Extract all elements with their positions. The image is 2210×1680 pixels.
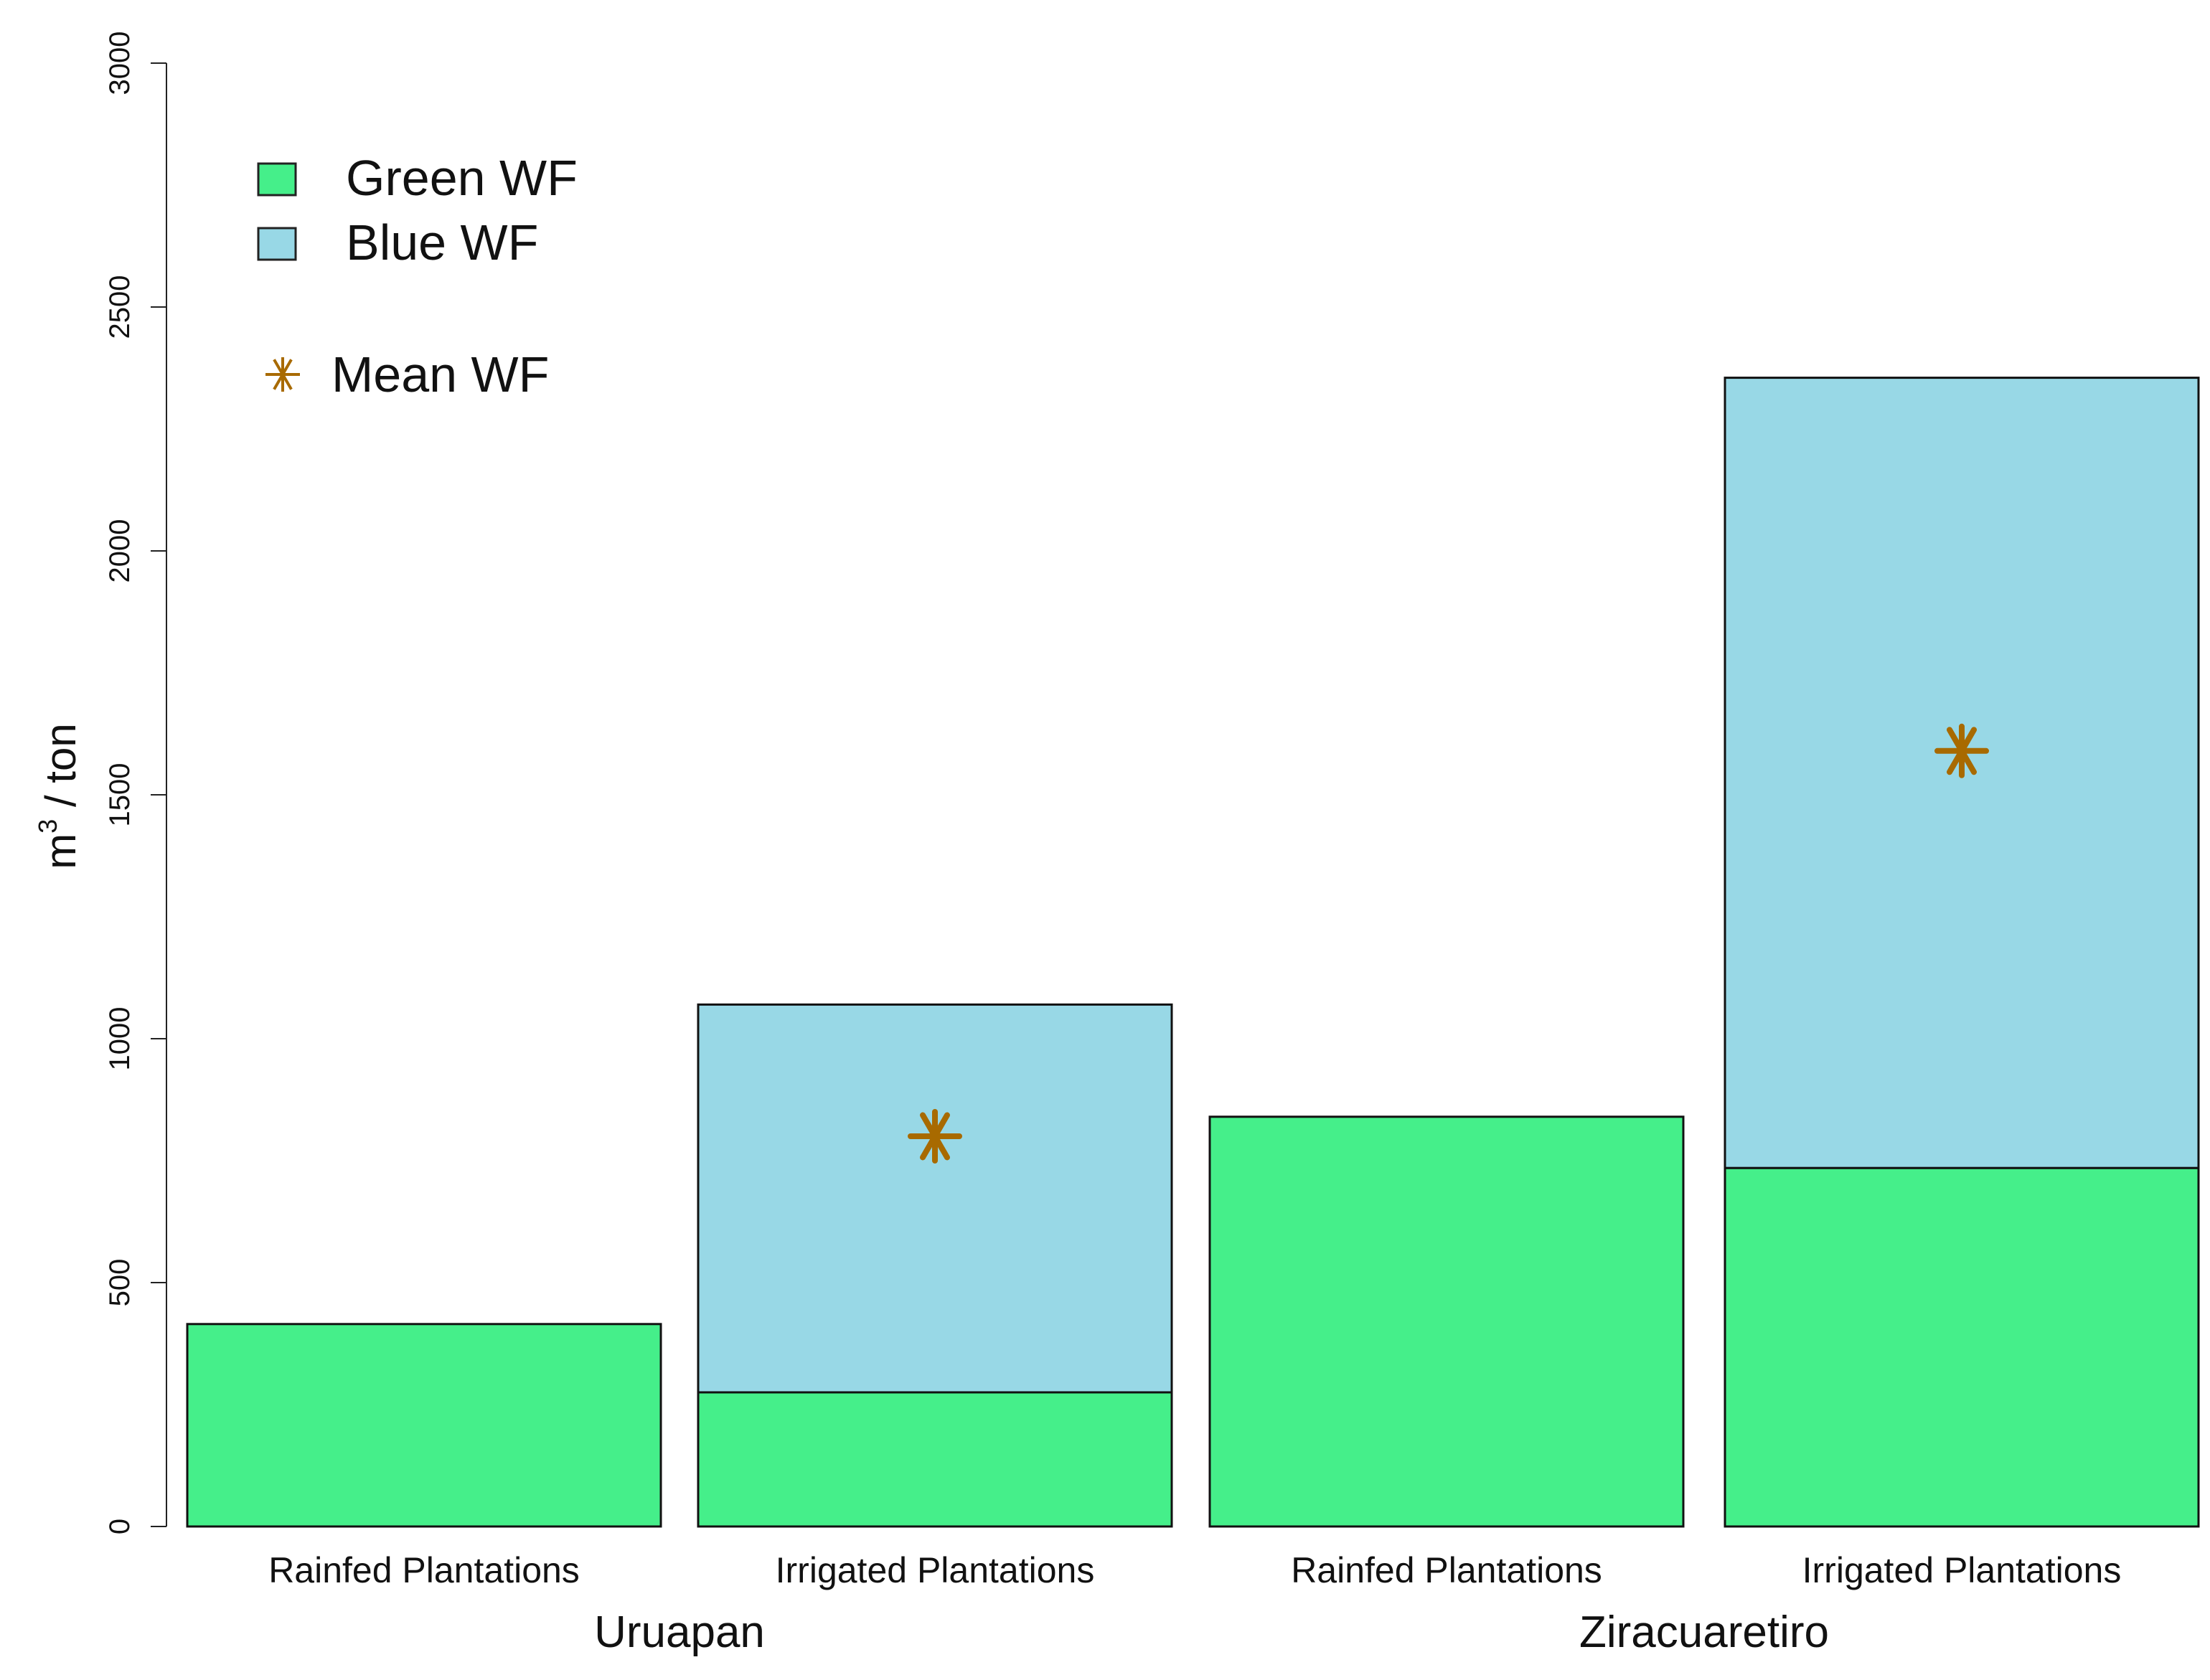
group-labels: Uruapan Ziracuaretiro: [594, 1608, 1829, 1657]
x-tick-label: Irrigated Plantations: [776, 1550, 1095, 1590]
legend-label: Green WF: [346, 150, 578, 206]
legend-label: Blue WF: [346, 214, 538, 270]
mean-wf-marker-3: [1934, 723, 1989, 778]
y-tick-label: 0: [104, 1519, 136, 1534]
y-tick-label: 500: [104, 1259, 136, 1307]
y-tick-label: 1500: [104, 763, 136, 827]
bar-green-wf-3: [1724, 1166, 2200, 1528]
y-tick-label: 3000: [104, 32, 136, 95]
bar-green-wf-1: [697, 1391, 1173, 1528]
y-axis: 0 500 1000 1500 2000 2500 3000: [104, 32, 167, 1534]
y-tick-label: 2500: [104, 275, 136, 339]
x-tick-label: Irrigated Plantations: [1802, 1550, 2122, 1590]
x-tick-label: Rainfed Plantations: [1291, 1550, 1602, 1590]
y-tick-label: 1000: [104, 1007, 136, 1071]
group-label: Ziracuaretiro: [1579, 1608, 1829, 1657]
legend: Green WF Blue WF Mean WF: [257, 150, 578, 402]
bar-blue-wf-1: [697, 1003, 1173, 1394]
bars: [186, 377, 2200, 1528]
legend-swatch-blue-wf: [257, 227, 297, 261]
bar-green-wf-2: [1208, 1115, 1685, 1528]
legend-swatch-green-wf: [257, 162, 297, 197]
group-label: Uruapan: [594, 1608, 765, 1657]
x-axis-labels: Rainfed Plantations Irrigated Plantations…: [268, 1550, 2121, 1590]
legend-label: Mean WF: [332, 346, 549, 402]
mean-markers: [908, 723, 1989, 1164]
mean-wf-marker-1: [908, 1109, 962, 1164]
y-axis-label: m3 / ton: [33, 723, 85, 869]
legend-mean-marker: [265, 357, 300, 392]
y-tick-label: 2000: [104, 519, 136, 583]
x-tick-label: Rainfed Plantations: [268, 1550, 580, 1590]
bar-green-wf-0: [186, 1323, 662, 1528]
